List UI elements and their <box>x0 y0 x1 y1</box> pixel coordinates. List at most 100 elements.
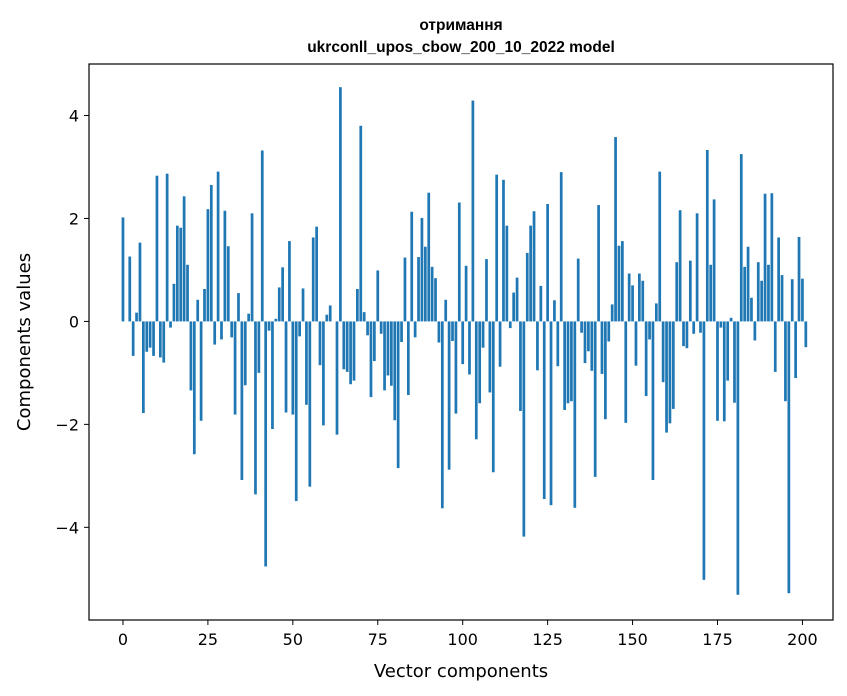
bar-57 <box>315 226 318 322</box>
bar-14 <box>169 321 172 328</box>
x-tick-label: 25 <box>198 630 218 649</box>
bar-43 <box>267 321 271 331</box>
bar-21 <box>192 321 196 455</box>
bar-85 <box>410 211 414 322</box>
bar-4 <box>135 312 138 322</box>
bar-107 <box>485 259 488 322</box>
bar-100 <box>461 321 465 365</box>
bar-90 <box>427 192 431 322</box>
bar-163 <box>675 262 679 322</box>
bar-25 <box>206 209 210 322</box>
bar-6 <box>142 321 145 414</box>
bar-18 <box>182 196 186 322</box>
bar-5 <box>138 242 142 322</box>
bar-154 <box>644 321 648 397</box>
bar-133 <box>573 321 577 508</box>
bar-190 <box>767 264 770 322</box>
bar-198 <box>794 321 797 379</box>
bar-110 <box>495 174 499 322</box>
bar-48 <box>284 321 288 413</box>
bar-119 <box>525 252 529 322</box>
bar-13 <box>165 173 169 322</box>
bar-11 <box>158 321 162 358</box>
bar-34 <box>237 293 240 322</box>
x-tick-label: 50 <box>283 630 303 649</box>
x-axis-ticks: 0 25 50 75 100 125 150 175 200 <box>118 620 818 649</box>
bar-54 <box>305 321 308 405</box>
bar-99 <box>457 202 461 322</box>
bar-195 <box>784 321 787 402</box>
bar-141 <box>600 321 604 374</box>
bar-109 <box>491 321 495 473</box>
bar-47 <box>281 267 284 322</box>
bar-176 <box>719 321 723 328</box>
bar-157 <box>654 303 658 322</box>
bar-27 <box>213 321 217 345</box>
bar-103 <box>471 100 475 322</box>
bar-184 <box>746 246 750 322</box>
bar-144 <box>610 304 614 322</box>
bar-166 <box>685 321 689 349</box>
bar-165 <box>682 321 685 347</box>
bar-127 <box>553 300 556 322</box>
bar-105 <box>478 321 482 404</box>
bar-130 <box>563 321 566 410</box>
bar-177 <box>722 321 726 422</box>
bar-95 <box>444 299 448 322</box>
bar-69 <box>356 288 359 322</box>
bar-155 <box>648 321 651 340</box>
bar-104 <box>474 321 478 440</box>
bar-46 <box>277 287 281 322</box>
bar-86 <box>413 321 417 338</box>
bar-36 <box>243 321 247 386</box>
bar-33 <box>233 321 237 415</box>
bar-73 <box>369 321 373 398</box>
bar-170 <box>699 321 702 333</box>
x-tick-label: 200 <box>787 630 818 649</box>
bar-123 <box>539 285 543 322</box>
bar-23 <box>199 321 203 421</box>
bar-20 <box>189 321 193 391</box>
bar-143 <box>607 321 611 342</box>
bar-134 <box>576 258 580 322</box>
x-tick-label: 150 <box>617 630 648 649</box>
bar-24 <box>203 288 206 322</box>
bar-161 <box>668 321 672 424</box>
bar-192 <box>773 321 777 372</box>
bar-17 <box>179 227 183 322</box>
bar-162 <box>671 321 675 409</box>
bar-31 <box>226 246 230 322</box>
bar-71 <box>362 312 366 322</box>
bar-7 <box>145 321 149 352</box>
bar-67 <box>349 321 352 385</box>
bar-125 <box>546 204 549 322</box>
bar-97 <box>451 321 454 341</box>
bar-52 <box>298 321 301 337</box>
bar-59 <box>322 321 325 426</box>
bar-91 <box>430 266 434 322</box>
bar-19 <box>186 264 189 322</box>
bar-108 <box>488 321 492 393</box>
bar-80 <box>393 321 397 421</box>
bar-60 <box>325 314 329 322</box>
bar-186 <box>753 321 757 341</box>
bar-38 <box>250 213 254 322</box>
bar-22 <box>196 299 200 322</box>
bar-15 <box>172 283 176 322</box>
bar-101 <box>464 265 468 322</box>
bar-106 <box>481 321 485 348</box>
bar-26 <box>209 184 213 322</box>
bar-82 <box>400 321 403 342</box>
bar-88 <box>420 217 424 322</box>
bar-16 <box>175 225 179 322</box>
bar-178 <box>726 321 730 381</box>
bar-77 <box>383 321 386 391</box>
bar-129 <box>559 172 563 322</box>
bar-49 <box>288 241 291 322</box>
bars-group <box>121 87 808 595</box>
y-axis-ticks: 4 2 0 −2 −4 <box>55 106 89 537</box>
bar-136 <box>583 321 587 364</box>
x-tick-label: 100 <box>447 630 478 649</box>
bar-140 <box>597 205 600 322</box>
